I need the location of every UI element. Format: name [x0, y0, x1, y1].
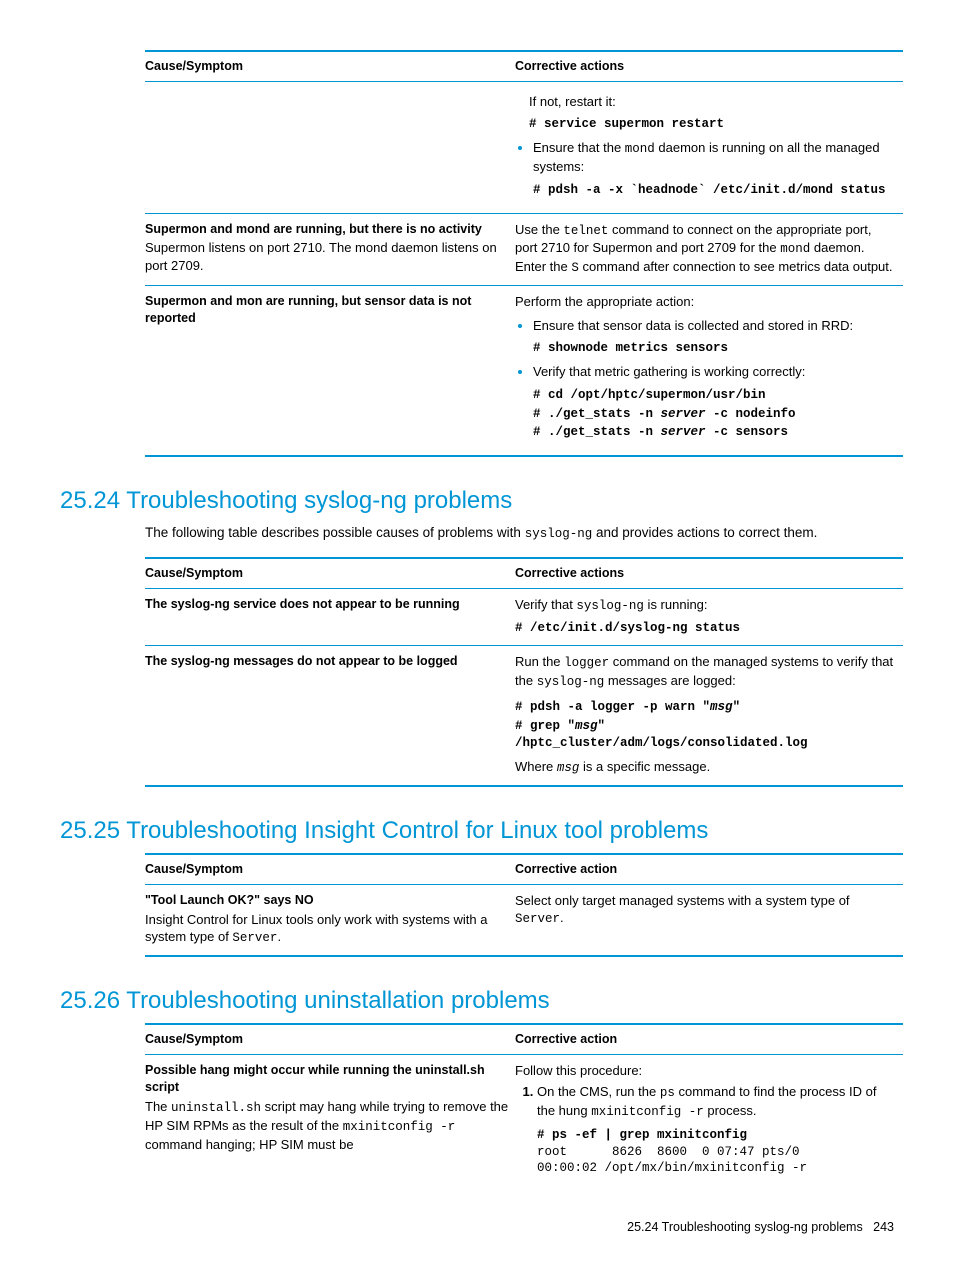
- page-footer: 25.24 Troubleshooting syslog-ng problems…: [60, 1219, 894, 1236]
- action-text: Follow this procedure:: [515, 1062, 897, 1080]
- table-insight-control: Cause/Symptom Corrective action "Tool La…: [145, 853, 903, 957]
- action-text: Verify that syslog-ng is running:: [515, 596, 897, 615]
- symptom-sub: The uninstall.sh script may hang while t…: [145, 1098, 509, 1153]
- header-cause: Cause/Symptom: [145, 854, 515, 884]
- header-cause: Cause/Symptom: [145, 51, 515, 81]
- table-row: If not, restart it: # service supermon r…: [145, 81, 903, 213]
- command: # ps -ef | grep mxinitconfig: [537, 1127, 897, 1144]
- table-header-row: Cause/Symptom Corrective actions: [145, 558, 903, 588]
- header-action: Corrective actions: [515, 558, 903, 588]
- action-text: Perform the appropriate action:: [515, 293, 897, 311]
- table-row: The syslog-ng service does not appear to…: [145, 588, 903, 646]
- symptom-title: The syslog-ng messages do not appear to …: [145, 653, 509, 670]
- table-row: Supermon and mond are running, but there…: [145, 213, 903, 286]
- table-row: The syslog-ng messages do not appear to …: [145, 646, 903, 786]
- table-header-row: Cause/Symptom Corrective action: [145, 1024, 903, 1054]
- command: # ./get_stats -n server -c nodeinfo: [533, 404, 897, 423]
- command: # /etc/init.d/syslog-ng status: [515, 620, 897, 637]
- table-row: "Tool Launch OK?" says NO Insight Contro…: [145, 884, 903, 956]
- symptom-title: Supermon and mon are running, but sensor…: [145, 293, 509, 327]
- list-item: Verify that metric gathering is working …: [533, 363, 897, 441]
- command: # cd /opt/hptc/supermon/usr/bin: [533, 387, 897, 404]
- list-item: Ensure that the mond daemon is running o…: [533, 139, 897, 198]
- header-cause: Cause/Symptom: [145, 558, 515, 588]
- list-item: Ensure that sensor data is collected and…: [533, 317, 897, 357]
- action-text: If not, restart it:: [529, 93, 897, 111]
- symptom-title: The syslog-ng service does not appear to…: [145, 596, 509, 613]
- command: # pdsh -a -x `headnode` /etc/init.d/mond…: [533, 182, 897, 199]
- list-item: On the CMS, run the ps command to find t…: [537, 1083, 897, 1177]
- section-heading-2526: 25.26 Troubleshooting uninstallation pro…: [60, 985, 894, 1017]
- symptom-title: "Tool Launch OK?" says NO: [145, 892, 509, 909]
- table-row: Possible hang might occur while running …: [145, 1055, 903, 1189]
- symptom-title: Supermon and mond are running, but there…: [145, 221, 509, 238]
- header-action: Corrective actions: [515, 51, 903, 81]
- section-heading-2524: 25.24 Troubleshooting syslog-ng problems: [60, 485, 894, 517]
- symptom-title: Possible hang might occur while running …: [145, 1062, 509, 1096]
- table-uninstall: Cause/Symptom Corrective action Possible…: [145, 1023, 903, 1189]
- section-heading-2525: 25.25 Troubleshooting Insight Control fo…: [60, 815, 894, 847]
- symptom-sub: Insight Control for Linux tools only wor…: [145, 911, 509, 947]
- command: # pdsh -a logger -p warn "msg": [515, 697, 897, 716]
- table-row: Supermon and mon are running, but sensor…: [145, 286, 903, 457]
- command: # grep "msg": [515, 716, 897, 735]
- header-action: Corrective action: [515, 1024, 903, 1054]
- action-text: Select only target managed systems with …: [515, 892, 897, 928]
- output: root 8626 8600 0 07:47 pts/0: [537, 1144, 897, 1161]
- header-action: Corrective action: [515, 854, 903, 884]
- output: 00:00:02 /opt/mx/bin/mxinitconfig -r: [537, 1160, 897, 1177]
- table-header-row: Cause/Symptom Corrective actions: [145, 51, 903, 81]
- symptom-sub: Supermon listens on port 2710. The mond …: [145, 239, 509, 274]
- header-cause: Cause/Symptom: [145, 1024, 515, 1054]
- command: # ./get_stats -n server -c sensors: [533, 422, 897, 441]
- action-note: Where msg is a specific message.: [515, 758, 897, 777]
- section-intro: The following table describes possible c…: [145, 524, 894, 543]
- table-header-row: Cause/Symptom Corrective action: [145, 854, 903, 884]
- command: # shownode metrics sensors: [533, 340, 897, 357]
- action-text: Run the logger command on the managed sy…: [515, 653, 897, 691]
- command: /hptc_cluster/adm/logs/consolidated.log: [515, 735, 897, 752]
- command: # service supermon restart: [529, 116, 897, 133]
- table-supermon: Cause/Symptom Corrective actions If not,…: [145, 50, 903, 457]
- table-syslogng: Cause/Symptom Corrective actions The sys…: [145, 557, 903, 787]
